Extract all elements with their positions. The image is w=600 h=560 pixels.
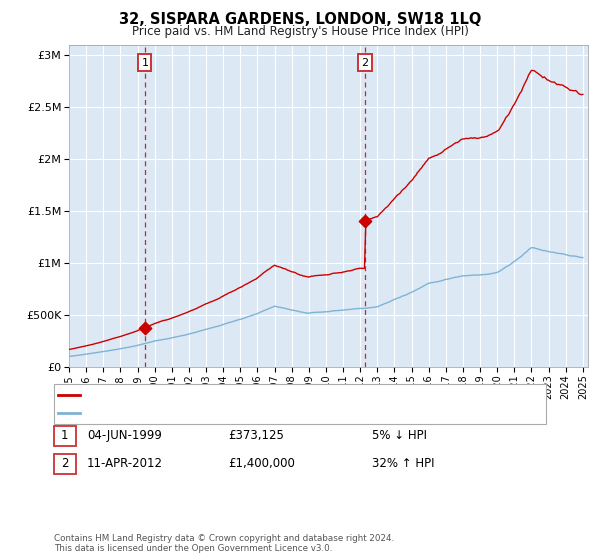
Text: Contains HM Land Registry data © Crown copyright and database right 2024.
This d: Contains HM Land Registry data © Crown c… [54, 534, 394, 553]
Text: 11-APR-2012: 11-APR-2012 [87, 457, 163, 470]
Text: 32, SISPARA GARDENS, LONDON, SW18 1LQ (detached house): 32, SISPARA GARDENS, LONDON, SW18 1LQ (d… [93, 390, 434, 400]
Text: £373,125: £373,125 [228, 429, 284, 442]
Text: 32, SISPARA GARDENS, LONDON, SW18 1LQ: 32, SISPARA GARDENS, LONDON, SW18 1LQ [119, 12, 481, 27]
Text: 1: 1 [142, 58, 148, 68]
Text: HPI: Average price, detached house, Wandsworth: HPI: Average price, detached house, Wand… [93, 408, 363, 418]
Text: 32% ↑ HPI: 32% ↑ HPI [372, 457, 434, 470]
Text: 2: 2 [61, 457, 68, 470]
Text: Price paid vs. HM Land Registry's House Price Index (HPI): Price paid vs. HM Land Registry's House … [131, 25, 469, 38]
Text: £1,400,000: £1,400,000 [228, 457, 295, 470]
Text: 1: 1 [61, 429, 68, 442]
Text: 04-JUN-1999: 04-JUN-1999 [87, 429, 162, 442]
Text: 5% ↓ HPI: 5% ↓ HPI [372, 429, 427, 442]
Point [140, 324, 149, 333]
Point [360, 217, 370, 226]
Text: 2: 2 [361, 58, 368, 68]
